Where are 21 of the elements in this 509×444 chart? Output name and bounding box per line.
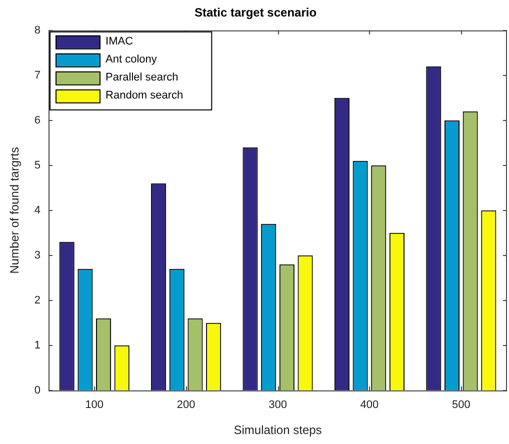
x-tick-label: 300 xyxy=(268,399,287,412)
y-tick-label: 7 xyxy=(34,69,41,82)
x-axis-title: Simulation steps xyxy=(234,423,322,438)
legend-label: Ant colony xyxy=(106,53,158,66)
x-tick-label: 100 xyxy=(85,399,104,412)
y-tick-label: 1 xyxy=(34,339,41,352)
y-axis-title: Number of found targrts xyxy=(8,147,22,274)
y-tick-label: 8 xyxy=(34,24,41,36)
y-tick-label: 2 xyxy=(34,294,41,306)
legend-label: IMAC xyxy=(106,35,134,48)
x-tick-label: 200 xyxy=(176,399,196,412)
x-tick-label: 400 xyxy=(360,399,379,412)
chart-title: Static target scenario xyxy=(194,6,317,20)
y-tick-label: 4 xyxy=(34,204,41,216)
legend-label: Random search xyxy=(106,89,184,102)
y-tick-label: 6 xyxy=(34,114,41,126)
y-tick-label: 5 xyxy=(34,159,41,172)
legend-label: Parallel search xyxy=(106,71,178,84)
x-tick-label: 500 xyxy=(452,399,470,412)
y-tick-label: 3 xyxy=(34,249,41,262)
y-tick-label: 0 xyxy=(34,384,41,396)
